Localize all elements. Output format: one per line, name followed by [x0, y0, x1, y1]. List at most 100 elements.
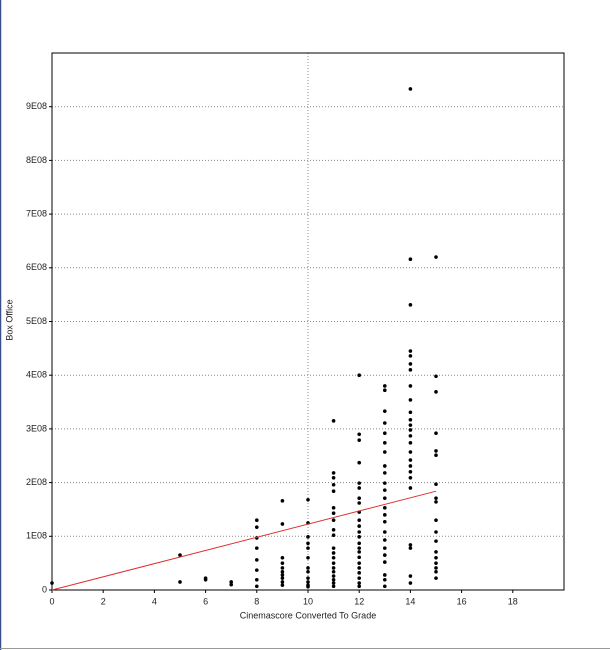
point [357, 561, 362, 565]
point [280, 522, 285, 526]
point [408, 574, 413, 578]
point [434, 390, 438, 394]
point [383, 409, 387, 413]
x-axis-label: Cinemascore Converted To Grade [240, 610, 376, 620]
point [306, 541, 310, 546]
point [434, 496, 438, 500]
point [50, 581, 54, 585]
point [357, 373, 362, 378]
point [434, 255, 438, 259]
point [408, 581, 413, 585]
point [357, 518, 362, 522]
fit-line [51, 490, 437, 591]
point [357, 438, 362, 442]
point [357, 546, 362, 550]
point [331, 419, 336, 423]
x-tick-label: 6 [203, 596, 208, 606]
point [306, 497, 310, 502]
point [434, 561, 438, 565]
point [178, 580, 182, 584]
point [331, 551, 336, 555]
point [331, 471, 336, 475]
point [408, 428, 413, 432]
point [434, 518, 438, 522]
point [331, 569, 336, 574]
point [434, 500, 438, 504]
point [306, 584, 310, 589]
point [434, 555, 438, 560]
y-axis-label: Box Office [4, 299, 14, 340]
point [408, 410, 413, 415]
x-tick-label: 8 [254, 596, 259, 606]
point [254, 518, 259, 522]
x-tick-label: 2 [101, 596, 106, 606]
point [331, 489, 336, 493]
point [280, 499, 285, 503]
y-tick-label: 8E08 [26, 155, 47, 165]
point [357, 524, 362, 528]
point [331, 511, 336, 516]
y-tick-label: 4E08 [26, 370, 47, 380]
point [408, 362, 413, 366]
point [408, 441, 413, 445]
point [357, 501, 362, 505]
point [306, 566, 310, 570]
point [280, 573, 285, 577]
point [229, 580, 233, 584]
x-tick-label: 10 [303, 596, 313, 606]
y-tick-label: 0 [42, 584, 47, 594]
point [383, 431, 387, 435]
point [331, 533, 336, 538]
point [357, 530, 362, 534]
point [383, 573, 387, 577]
point [357, 535, 362, 539]
point [434, 449, 438, 453]
point [408, 450, 413, 454]
point [383, 388, 387, 393]
point [331, 555, 336, 560]
point [408, 417, 413, 422]
point [383, 577, 387, 582]
point [434, 431, 438, 435]
point [383, 560, 387, 564]
point [383, 584, 387, 589]
point [306, 576, 310, 580]
x-tick-label: 18 [508, 596, 518, 606]
point [434, 576, 438, 580]
point [434, 550, 438, 554]
point [254, 584, 259, 589]
point [280, 555, 285, 560]
point [357, 541, 362, 546]
point [408, 546, 413, 550]
point [331, 506, 336, 510]
point [357, 566, 362, 570]
y-tick-label: 7E08 [26, 208, 47, 218]
point [203, 577, 208, 582]
point [331, 482, 336, 487]
x-tick-label: 0 [49, 596, 54, 606]
point [331, 584, 336, 589]
point [434, 539, 438, 543]
point [331, 518, 336, 522]
point [408, 464, 413, 468]
point [331, 577, 336, 582]
x-tick-label: 16 [457, 596, 467, 606]
point [306, 555, 310, 560]
y-tick-label: 1E08 [26, 531, 47, 541]
point [254, 525, 259, 529]
point [254, 577, 259, 582]
point [357, 581, 362, 585]
x-tick-label: 12 [354, 596, 364, 606]
x-tick-label: 14 [405, 596, 415, 606]
point [331, 561, 336, 565]
point [280, 566, 285, 570]
point [408, 303, 413, 307]
point [331, 581, 336, 585]
point [331, 574, 336, 578]
point [408, 354, 413, 358]
point [383, 496, 387, 500]
point [434, 374, 438, 379]
point [408, 475, 413, 480]
